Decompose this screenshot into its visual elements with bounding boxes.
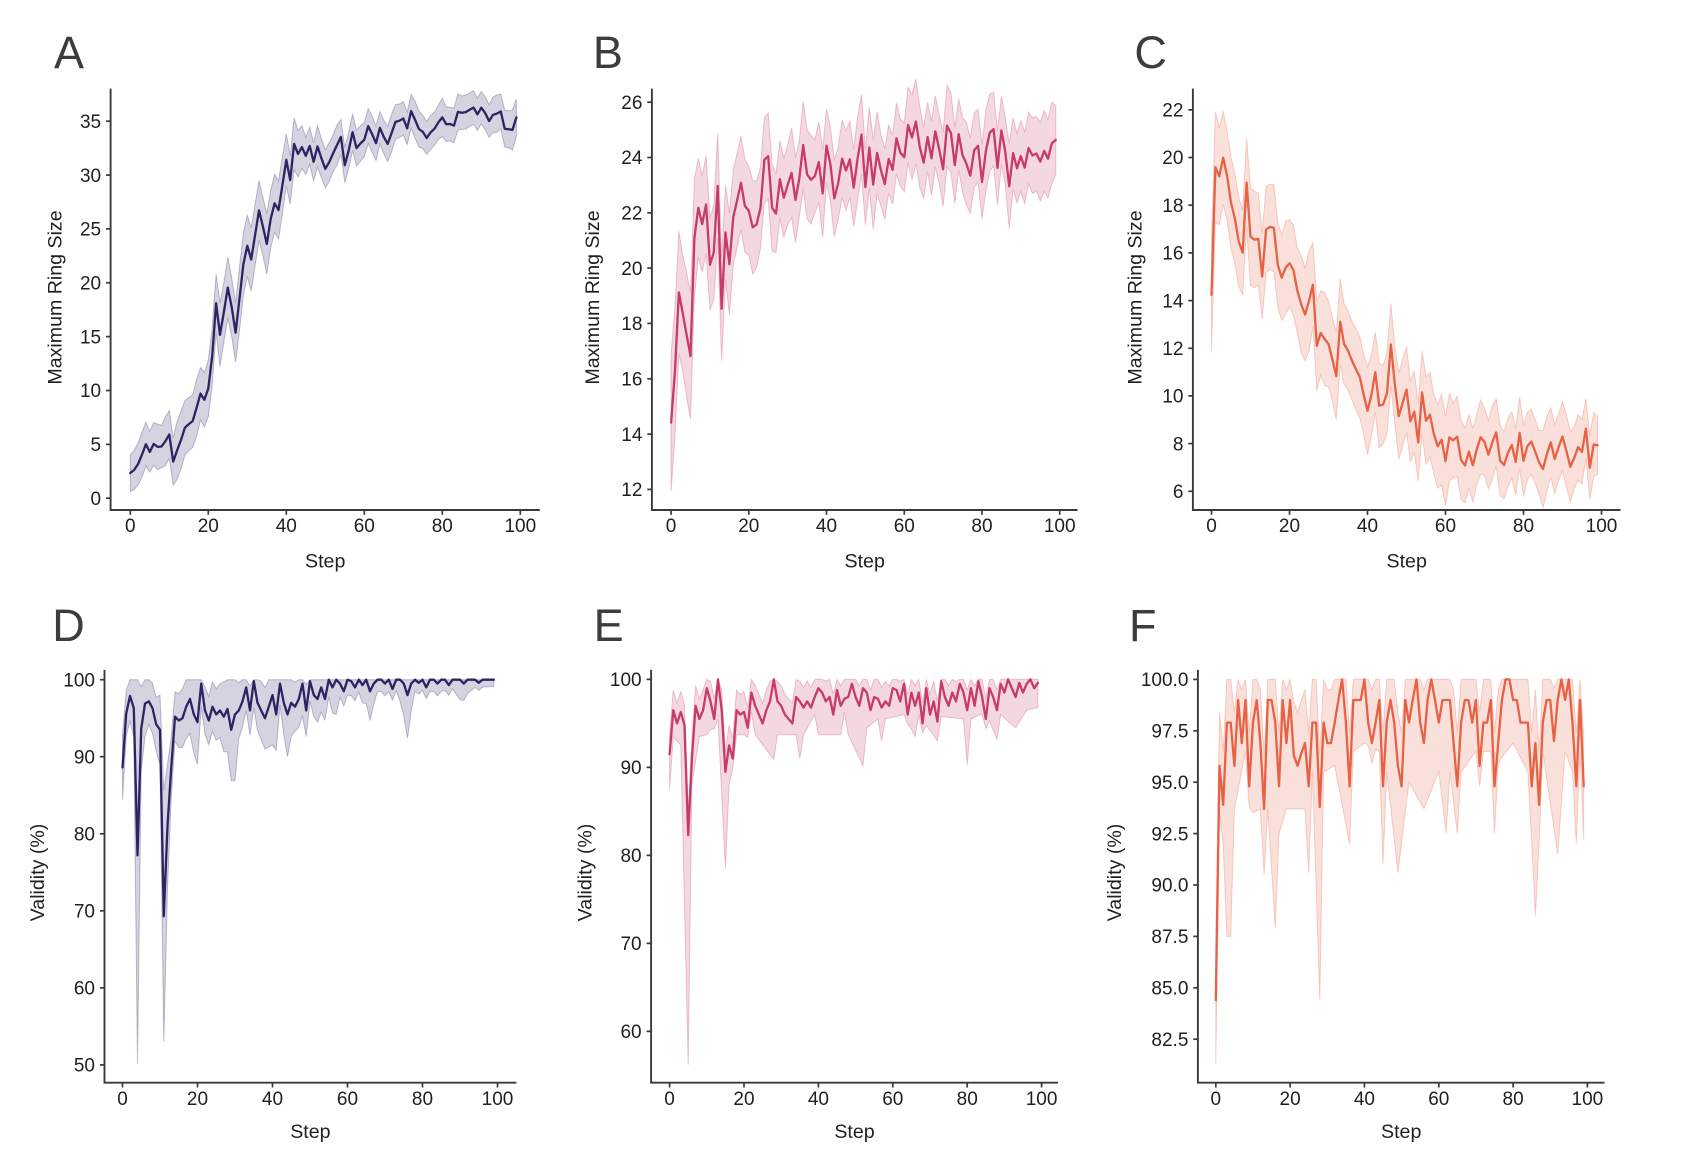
svg-text:50: 50: [74, 1056, 95, 1077]
svg-text:70: 70: [620, 934, 641, 955]
svg-text:0: 0: [125, 516, 136, 537]
svg-text:14: 14: [621, 425, 643, 446]
svg-text:5: 5: [91, 435, 102, 456]
svg-text:14: 14: [1162, 291, 1184, 312]
svg-text:18: 18: [1162, 196, 1183, 217]
svg-text:100: 100: [482, 1089, 514, 1110]
svg-text:80: 80: [957, 1089, 978, 1110]
svg-text:20: 20: [80, 274, 101, 295]
svg-text:60: 60: [1428, 1089, 1449, 1110]
svg-text:12: 12: [1162, 339, 1183, 360]
svg-text:80: 80: [1503, 1089, 1524, 1110]
svg-text:22: 22: [1162, 101, 1183, 122]
svg-text:60: 60: [1435, 516, 1456, 537]
svg-text:Step: Step: [305, 551, 345, 573]
svg-text:F: F: [1129, 600, 1157, 651]
svg-text:10: 10: [80, 381, 101, 402]
svg-text:16: 16: [621, 370, 642, 391]
svg-text:15: 15: [80, 327, 101, 348]
svg-text:D: D: [52, 600, 85, 651]
svg-text:20: 20: [1280, 1089, 1301, 1110]
svg-text:20: 20: [1162, 148, 1183, 169]
svg-text:25: 25: [80, 220, 101, 241]
svg-text:20: 20: [738, 516, 759, 537]
svg-text:80: 80: [971, 516, 992, 537]
svg-text:Step: Step: [1381, 1121, 1421, 1143]
svg-text:82.5: 82.5: [1151, 1030, 1188, 1051]
svg-text:80: 80: [74, 825, 95, 846]
svg-text:0: 0: [1206, 516, 1217, 537]
svg-text:40: 40: [808, 1089, 829, 1110]
svg-text:92.5: 92.5: [1151, 824, 1188, 845]
svg-text:40: 40: [276, 516, 297, 537]
svg-text:Step: Step: [1387, 551, 1427, 573]
svg-text:B: B: [593, 27, 623, 78]
svg-text:90: 90: [74, 747, 95, 768]
svg-text:90.0: 90.0: [1151, 876, 1188, 897]
svg-text:0: 0: [91, 489, 102, 510]
svg-text:87.5: 87.5: [1151, 927, 1188, 948]
svg-text:18: 18: [621, 314, 642, 335]
svg-text:40: 40: [1357, 516, 1378, 537]
svg-text:16: 16: [1162, 244, 1183, 265]
svg-text:80: 80: [1513, 516, 1534, 537]
svg-text:80: 80: [412, 1089, 433, 1110]
svg-text:Validity (%): Validity (%): [27, 824, 49, 922]
svg-text:40: 40: [816, 516, 837, 537]
svg-text:22: 22: [621, 204, 642, 225]
svg-text:100: 100: [1044, 516, 1076, 537]
svg-text:100: 100: [1026, 1089, 1058, 1110]
svg-text:70: 70: [74, 902, 95, 923]
svg-text:20: 20: [733, 1089, 754, 1110]
svg-text:0: 0: [664, 1089, 675, 1110]
svg-text:26: 26: [621, 93, 642, 114]
svg-text:100: 100: [610, 670, 642, 691]
svg-text:6: 6: [1173, 482, 1184, 503]
svg-text:60: 60: [354, 516, 375, 537]
svg-text:40: 40: [1354, 1089, 1375, 1110]
svg-text:Maximum Ring Size: Maximum Ring Size: [1125, 210, 1147, 384]
svg-text:80: 80: [620, 846, 641, 867]
svg-text:20: 20: [1279, 516, 1300, 537]
svg-text:12: 12: [621, 480, 642, 501]
svg-text:0: 0: [117, 1089, 128, 1110]
svg-text:97.5: 97.5: [1151, 722, 1188, 743]
svg-text:100.0: 100.0: [1141, 670, 1189, 691]
svg-text:85.0: 85.0: [1151, 979, 1188, 1000]
svg-text:60: 60: [74, 979, 95, 1000]
svg-text:60: 60: [620, 1022, 641, 1043]
svg-text:60: 60: [882, 1089, 903, 1110]
svg-text:90: 90: [620, 758, 641, 779]
svg-text:100: 100: [63, 670, 95, 691]
svg-text:Validity (%): Validity (%): [575, 824, 597, 922]
svg-text:20: 20: [198, 516, 219, 537]
svg-text:20: 20: [621, 259, 642, 280]
svg-text:40: 40: [262, 1089, 283, 1110]
svg-text:Step: Step: [834, 1121, 874, 1143]
svg-text:10: 10: [1162, 387, 1183, 408]
svg-text:8: 8: [1173, 434, 1184, 455]
svg-text:0: 0: [666, 516, 677, 537]
svg-text:Step: Step: [290, 1121, 330, 1143]
svg-text:Validity (%): Validity (%): [1104, 824, 1126, 922]
svg-text:C: C: [1134, 27, 1167, 78]
svg-text:24: 24: [621, 148, 643, 169]
svg-text:60: 60: [337, 1089, 358, 1110]
svg-text:60: 60: [894, 516, 915, 537]
svg-text:20: 20: [187, 1089, 208, 1110]
svg-text:100: 100: [504, 516, 536, 537]
svg-text:Maximum Ring Size: Maximum Ring Size: [582, 210, 604, 384]
svg-text:100: 100: [1572, 1089, 1604, 1110]
svg-text:Maximum Ring Size: Maximum Ring Size: [45, 210, 67, 384]
svg-text:80: 80: [432, 516, 453, 537]
svg-text:95.0: 95.0: [1151, 773, 1188, 794]
svg-text:100: 100: [1586, 516, 1618, 537]
svg-text:0: 0: [1211, 1089, 1222, 1110]
svg-text:A: A: [54, 27, 84, 78]
svg-text:E: E: [594, 600, 624, 651]
svg-text:35: 35: [80, 112, 101, 133]
svg-text:Step: Step: [845, 551, 885, 573]
svg-text:30: 30: [80, 166, 101, 187]
